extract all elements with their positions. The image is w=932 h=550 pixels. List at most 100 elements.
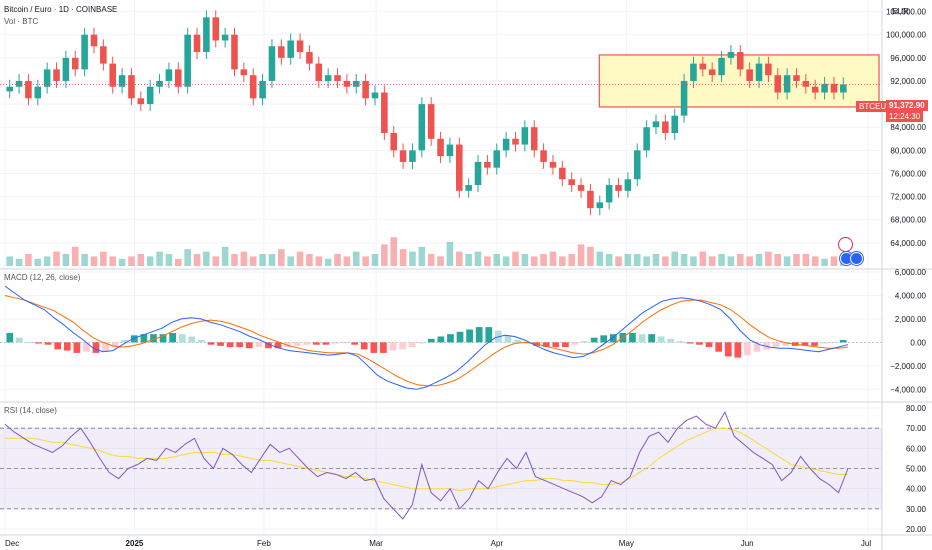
volume-bar [690,256,697,266]
time-tick-label: 2025 [126,539,144,548]
macd-histogram-bar [475,327,483,343]
candle-body [343,80,351,87]
candle-body [755,63,763,81]
candle-body [352,80,360,87]
candle-body [296,40,304,53]
macd-histogram-bar [629,332,636,343]
macd-histogram-bar [140,334,148,343]
candle-body [615,185,622,191]
candle-body [765,63,772,76]
countdown-tag: 12:24:30 [886,111,924,122]
candle-body [474,161,482,186]
volume-bar [699,251,707,266]
rsi-tick-label: 40.00 [906,485,927,494]
candle-body [371,92,379,99]
macd-histogram-bar [92,342,100,353]
volume-bar [568,254,575,266]
candle-body [811,86,819,93]
macd-histogram-bar [322,342,330,345]
volume-bar [493,254,501,266]
candle-body [690,63,697,81]
macd-histogram-bar [514,340,521,343]
candle-body [100,46,107,64]
volume-bar [811,256,819,266]
volume-bar [409,251,416,266]
price-tick-label: 96,000.00 [890,54,926,63]
macd-histogram-bar [6,332,14,343]
time-tick-label: Jul [861,539,871,548]
candle-body [465,185,472,191]
volume-bar [521,254,529,266]
volume-bar [212,256,220,266]
volume-bar [437,256,444,266]
macd-histogram-bar [590,337,598,343]
candle-body [390,133,397,151]
volume-bar [334,254,341,266]
macd-line [4,285,849,390]
macd-histogram-bar [744,342,751,356]
candle-body [605,185,613,203]
event-icon-2[interactable] [850,252,863,265]
volume-bar [352,251,360,266]
macd-tick-label: 0.00 [910,338,926,347]
volume-bar [746,256,753,266]
volume-bar [259,254,266,266]
volume-bar [708,256,716,266]
macd-histogram-bar [811,342,818,346]
volume-bar [643,256,650,266]
macd-histogram-bar [437,336,445,343]
volume-bar [783,256,791,266]
volume-bar [381,244,388,266]
volume-bar [615,256,622,266]
volume-bar [362,256,369,266]
volume-bar [793,254,800,266]
macd-histogram-bar [63,342,71,351]
volume-bar [15,258,23,266]
macd-histogram-bar [562,342,569,348]
candle-body [6,86,13,92]
candle-body [652,121,660,128]
volume-bar [605,254,613,266]
candle-body [409,150,416,162]
volume-bar [34,258,42,266]
volume-bar [109,256,116,266]
volume-bar [81,254,88,266]
macd-histogram-bar [303,342,311,345]
time-tick-label: Feb [257,539,271,548]
macd-histogram-bar [130,335,138,343]
macd-histogram-bar [648,334,655,343]
candle-body [212,17,220,41]
volume-bar [287,256,294,266]
volume-bar [484,256,491,266]
candle-body [278,46,285,58]
candle-body [240,69,248,76]
time-tick-label: Mar [369,539,383,548]
macd-histogram-bar [801,342,809,346]
candle-body [540,150,547,162]
macd-histogram-bar [293,342,301,346]
price-tick-label: 104,000.00 [886,8,927,17]
price-tick-label: 100,000.00 [886,31,927,40]
macd-histogram-bar [169,332,176,343]
macd-histogram-bar [830,342,837,344]
volume-bar [203,251,210,266]
volume-bar [128,256,135,266]
macd-histogram-bar [198,340,205,343]
macd-histogram-bar [418,342,426,344]
macd-histogram-bar [150,334,157,343]
currency-button[interactable]: EUR [886,3,926,19]
volume-bar [774,254,782,266]
volume-bar [821,258,828,266]
volume-bar [25,254,32,266]
macd-tick-label: 6,000.00 [895,268,927,277]
candle-body [287,40,294,58]
volume-bar [418,246,426,266]
macd-histogram-bar [25,342,33,344]
volume-bar [830,256,838,266]
volume-bar [137,254,145,266]
macd-histogram-bar [715,342,723,352]
flash-icon[interactable] [839,238,852,251]
macd-histogram-bar [159,334,167,343]
macd-histogram-bar [178,334,186,343]
